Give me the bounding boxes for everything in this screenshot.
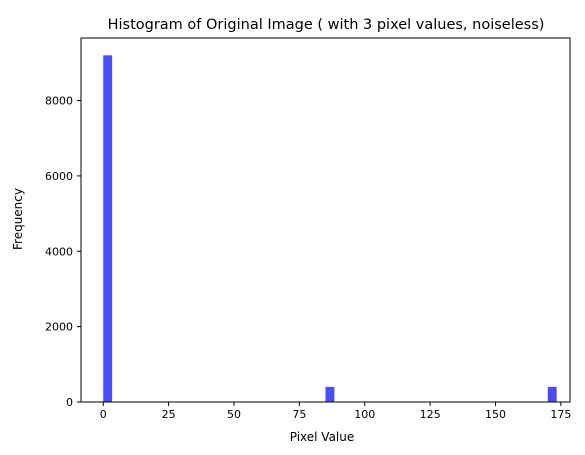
plot-area: 0 25 50 75 100 125 150 175 0 2000 4000 6000 8000 <box>45 37 571 421</box>
x-tick-label: 175 <box>550 408 571 421</box>
plot-frame <box>80 37 571 403</box>
x-tick-label: 125 <box>420 408 441 421</box>
y-tick-label: 8000 <box>45 95 73 108</box>
y-tick-label: 6000 <box>45 170 73 183</box>
x-tick-label: 100 <box>354 408 375 421</box>
y-tick-label: 0 <box>66 396 73 409</box>
x-axis-label: Pixel Value <box>290 430 355 444</box>
y-tick-label: 2000 <box>45 321 73 334</box>
histogram-bar <box>325 386 335 402</box>
x-tick-label: 25 <box>162 408 176 421</box>
x-tick-label: 150 <box>485 408 506 421</box>
chart-title: Histogram of Original Image ( with 3 pix… <box>108 17 545 33</box>
x-tick-label: 50 <box>227 408 241 421</box>
y-axis-label: Frequency <box>11 188 25 250</box>
y-tick-label: 4000 <box>45 245 73 258</box>
x-tick-label: 75 <box>292 408 306 421</box>
histogram-bar <box>103 55 113 402</box>
x-tick-label: 0 <box>100 408 107 421</box>
histogram-bar <box>547 386 557 402</box>
